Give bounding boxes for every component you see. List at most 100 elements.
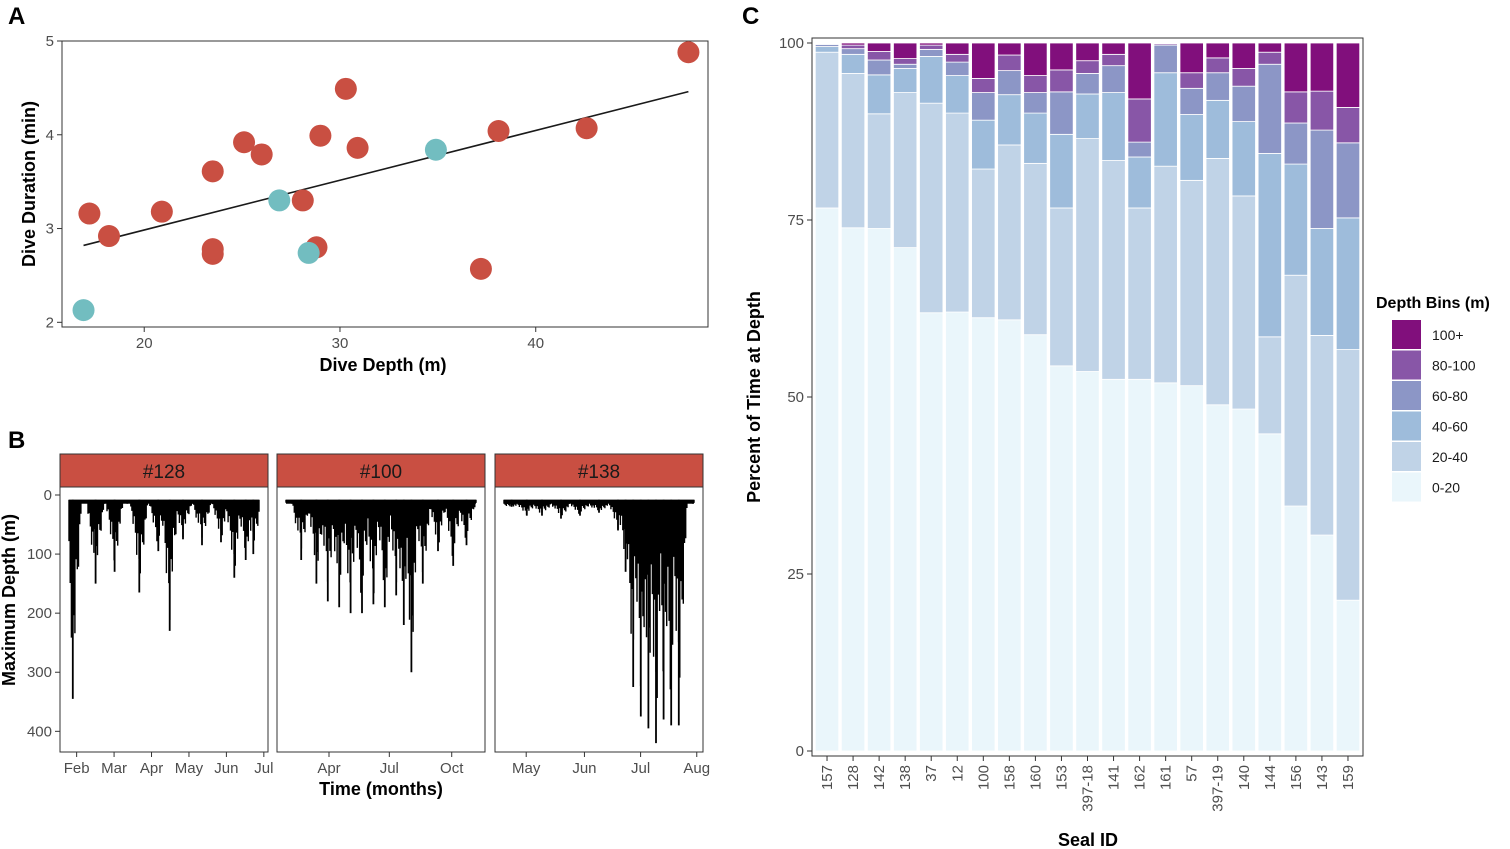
bar-segment xyxy=(1283,42,1309,93)
panel-b-y-title: Maximum Depth (m) xyxy=(0,514,19,686)
bar-segment xyxy=(1283,163,1309,276)
bar-segment xyxy=(893,42,918,59)
x-tick-label: 144 xyxy=(1262,765,1279,790)
bar-segment xyxy=(945,112,970,313)
bar-segment xyxy=(840,53,866,74)
legend-swatch xyxy=(1392,350,1421,380)
bar-segment xyxy=(1257,336,1282,435)
x-tick-label: 40 xyxy=(527,335,544,352)
bar-segment xyxy=(1153,72,1178,167)
bar-segment xyxy=(971,42,996,79)
bar-segment xyxy=(1153,44,1178,74)
data-point xyxy=(297,241,320,264)
bar-segment xyxy=(1179,179,1204,387)
panel-b-timeseries: 0 100 200 300 400 #128 Feb Mar Apr May Jun Jul #100 A… xyxy=(0,453,710,799)
bar-segment xyxy=(1023,42,1048,76)
bar-segment xyxy=(971,92,996,121)
x-tick-label: Jul xyxy=(631,760,650,777)
x-tick-label: Oct xyxy=(440,760,464,777)
bar-segment xyxy=(1153,165,1178,384)
panel-a-y-title: Dive Duration (min) xyxy=(19,101,39,267)
legend-swatch xyxy=(1392,411,1421,441)
bar-segment xyxy=(971,78,996,93)
bar-segment xyxy=(866,228,892,752)
bar-segment xyxy=(1023,92,1048,114)
x-tick-label: Jun xyxy=(572,760,596,777)
x-tick-label: 140 xyxy=(1236,765,1253,790)
bar-segment xyxy=(1049,42,1074,71)
bar-segment xyxy=(1335,217,1361,350)
data-point xyxy=(233,131,256,154)
bar-segment xyxy=(1335,349,1361,601)
x-tick-label: 20 xyxy=(136,335,153,352)
legend-swatch xyxy=(1392,320,1421,349)
bar-segment xyxy=(1309,42,1335,92)
bar-segment xyxy=(919,102,944,314)
bar-segment xyxy=(1309,228,1335,336)
bar-segment xyxy=(840,44,866,50)
bar-segment xyxy=(840,73,866,229)
panel-c-y-title: Percent of Time at Depth xyxy=(744,291,764,503)
bar-segment xyxy=(1101,160,1126,380)
bar-segment xyxy=(840,48,866,55)
x-tick-label: 141 xyxy=(1106,765,1123,790)
bar-segment xyxy=(1127,98,1152,143)
x-tick-label: 128 xyxy=(845,765,862,790)
facet-frame xyxy=(276,486,486,753)
bar-segment xyxy=(945,42,970,55)
facet-strip-label: #100 xyxy=(360,462,402,483)
bar-segment xyxy=(1023,75,1048,93)
y-tick-label: 200 xyxy=(27,605,52,622)
bar-segment xyxy=(1205,158,1230,406)
x-tick-label: 162 xyxy=(1132,765,1149,790)
bar-segment xyxy=(1205,72,1230,101)
bar-segment xyxy=(997,42,1022,56)
legend-label: 60-80 xyxy=(1432,388,1468,404)
x-tick-label: 12 xyxy=(949,765,966,782)
data-point xyxy=(469,257,492,280)
facet-frame xyxy=(494,486,704,753)
data-point xyxy=(334,77,357,100)
y-tick-label: 5 xyxy=(46,33,54,50)
bar-segment xyxy=(1257,153,1282,338)
bar-segment xyxy=(919,56,944,104)
bar-segment xyxy=(1257,63,1282,154)
dive-depth-trace xyxy=(68,499,260,638)
bar-segment xyxy=(893,68,918,93)
bar-segment xyxy=(971,119,996,170)
bar-segment xyxy=(1127,207,1152,380)
bar-segment xyxy=(1205,404,1230,752)
x-tick-label: 30 xyxy=(332,335,349,352)
x-tick-label: Jun xyxy=(214,760,238,777)
x-tick-label: Apr xyxy=(317,760,340,777)
x-tick-label: 397-18 xyxy=(1080,765,1097,812)
bar-segment xyxy=(866,42,892,52)
bar-segment xyxy=(919,44,944,50)
bar-segment xyxy=(1309,335,1335,536)
data-point xyxy=(291,189,314,212)
bar-segment xyxy=(997,319,1022,752)
bar-segment xyxy=(1049,69,1074,93)
y-tick-label: 50 xyxy=(787,389,804,406)
data-point xyxy=(268,189,291,212)
dive-depth-trace xyxy=(285,499,477,632)
x-tick-label: Jul xyxy=(380,760,399,777)
bar-segment xyxy=(1023,112,1048,164)
panel-a-frame xyxy=(61,40,709,328)
x-tick-label: 142 xyxy=(871,765,888,790)
bar-segment xyxy=(1101,378,1126,752)
y-tick-label: 100 xyxy=(779,35,804,52)
legend-swatch xyxy=(1392,442,1421,471)
panel-c-letter: C xyxy=(742,3,759,30)
panel-b-x-title: Time (months) xyxy=(319,779,443,799)
legend-label: 0-20 xyxy=(1432,480,1460,496)
bar-segment xyxy=(1153,382,1178,752)
x-tick-label: 397-19 xyxy=(1210,765,1227,812)
bar-segment xyxy=(1309,534,1335,752)
bar-segment xyxy=(1231,85,1256,122)
legend-label: 40-60 xyxy=(1432,419,1468,435)
bar-segment xyxy=(1101,92,1126,161)
regression-line xyxy=(83,90,689,247)
panel-c-x-title: Seal ID xyxy=(1058,830,1118,849)
